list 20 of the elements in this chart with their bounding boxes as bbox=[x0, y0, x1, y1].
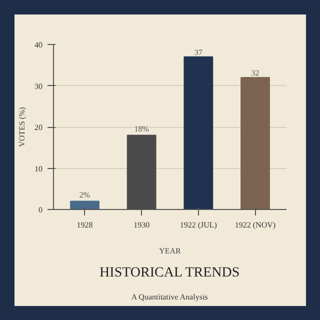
x-tick-label: 1928 bbox=[76, 220, 93, 230]
x-tick-label: 1922 (JUL) bbox=[180, 220, 218, 230]
bar bbox=[70, 200, 100, 210]
y-tick-label: 20 bbox=[34, 123, 42, 132]
y-tick-label: 30 bbox=[34, 82, 42, 91]
x-tick-label: 1930 bbox=[134, 220, 150, 230]
x-tick-label: 1922 (NOV) bbox=[234, 220, 276, 230]
y-tick-label: 0 bbox=[38, 206, 42, 214]
bar bbox=[240, 77, 270, 210]
text: A Quantitative Analysis bbox=[131, 292, 208, 302]
bar bbox=[184, 56, 214, 210]
data-label: 2% bbox=[79, 190, 90, 200]
y-tick-label: 40 bbox=[34, 40, 42, 50]
x-axis-title: YEAR bbox=[159, 246, 182, 256]
y-tick-label: 10 bbox=[34, 164, 42, 174]
text: HISTORICAL TRENDS bbox=[100, 266, 240, 280]
data-label: 37 bbox=[194, 48, 202, 57]
data-label: 18% bbox=[134, 124, 150, 134]
data-label: 32 bbox=[251, 68, 260, 78]
y-axis-title: VOTES (%) bbox=[18, 106, 26, 147]
